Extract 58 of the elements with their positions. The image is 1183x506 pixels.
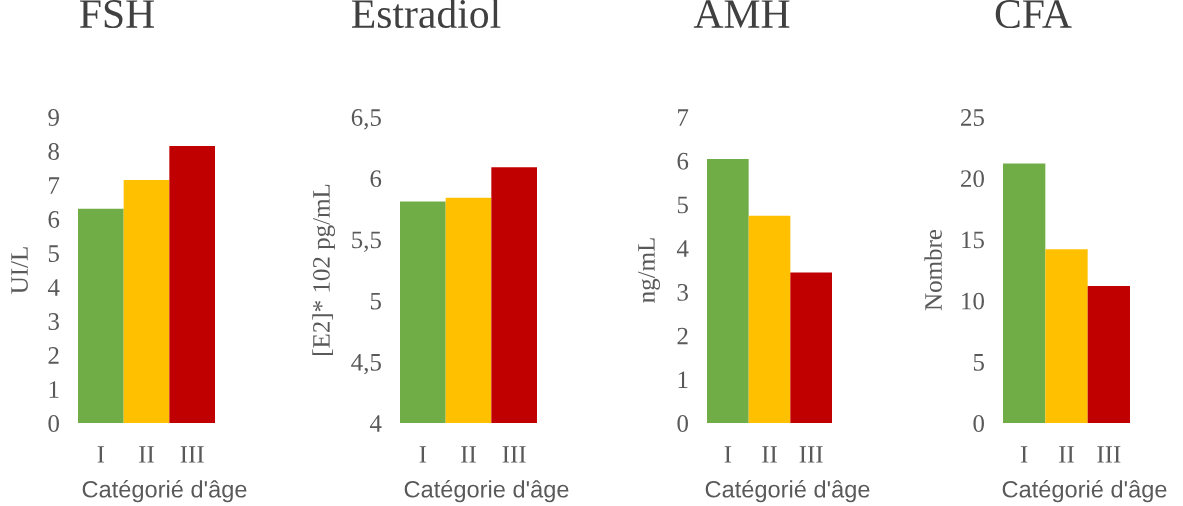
x-tick-label: I [97,446,105,463]
x-tick-label: II [762,446,777,463]
y-tick-label: 2 [677,327,688,345]
x-axis-title: Catégorié d'âge [705,480,870,503]
y-tick-label: 20 [961,170,984,188]
y-tick-label: 4 [47,279,60,296]
x-axis-title: Catégorié d'âge [82,480,247,503]
y-tick-label: 5 [48,245,59,262]
y-tick-label: 4 [369,415,382,432]
x-tick-label: III [799,446,823,463]
y-tick-label: 1 [678,371,688,388]
y-axis-title: ng/mL [638,238,660,303]
x-tick-label: III [502,446,526,463]
x-tick-label: I [1020,446,1028,463]
y-tick-label: 3 [677,283,688,301]
y-tick-label: 3 [48,313,59,330]
y-tick-label: 4,5 [351,354,381,375]
x-tick-label: I [419,446,427,463]
y-axis-title: UI/L [11,247,28,294]
y-tick-label: 5 [370,292,381,310]
y-tick-label: 10 [962,292,984,310]
bar [1087,285,1130,423]
y-axis-title: Nombre [924,229,942,311]
x-tick-label: III [180,446,204,463]
y-axis-title: [E2]* 102 pg/mL [312,184,335,355]
y-tick-label: 25 [961,109,984,126]
y-tick-label: 7 [678,109,689,126]
x-tick-label: II [1059,446,1074,463]
chart-title: FSH [79,0,154,29]
x-tick-label: I [724,446,732,463]
y-tick-label: 0 [677,415,688,432]
x-tick-label: II [139,446,154,463]
bar [748,215,791,423]
y-tick-label: 6,5 [351,109,381,130]
y-tick-label: 4 [676,240,689,257]
chart-title: AMH [693,0,790,28]
bar [1045,249,1088,423]
y-tick-label: 5,5 [352,231,381,252]
x-axis-title: Catégorie d'âge [404,480,569,503]
y-tick-label: 6 [48,211,60,228]
bar [790,272,832,423]
bar [78,208,124,423]
y-tick-label: 6 [370,170,382,188]
y-tick-label: 6 [677,152,689,170]
y-tick-label: 1 [49,381,59,398]
y-tick-label: 0 [48,415,59,432]
y-tick-label: 8 [48,143,59,160]
x-tick-label: III [1097,446,1121,463]
y-tick-label: 7 [49,177,60,194]
x-axis-title: Catégorié d'âge [1002,480,1167,503]
y-tick-label: 5 [973,354,984,371]
y-tick-label: 5 [677,196,688,214]
y-tick-label: 0 [973,415,984,432]
y-tick-label: 2 [48,347,59,364]
y-tick-label: 9 [48,109,59,126]
x-tick-label: II [461,446,476,463]
chart-title: CFA [995,0,1072,29]
y-tick-label: 15 [962,231,984,249]
